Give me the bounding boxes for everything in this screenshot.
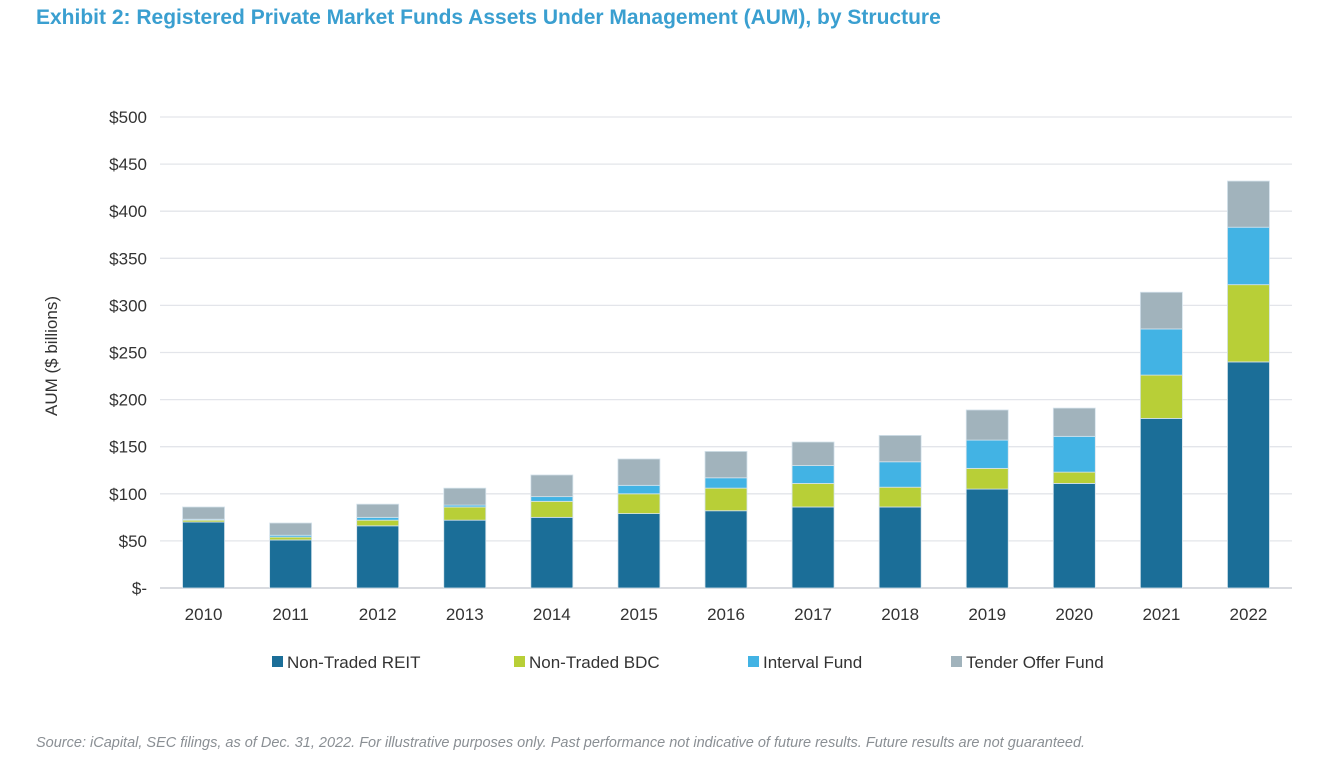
y-axis-ticks: $- $50 $100 $150 $200 $250 $300 $350 $400 $450 $50… bbox=[109, 108, 147, 598]
x-tick-label: 2012 bbox=[359, 605, 397, 624]
source-note: Source: iCapital, SEC filings, as of Dec… bbox=[36, 735, 1086, 751]
bar-segment-tender-offer-fund bbox=[1227, 180, 1270, 228]
x-tick-label: 2014 bbox=[533, 605, 571, 624]
y-tick-label: $250 bbox=[109, 344, 147, 363]
bar-segment-non-traded-bdc bbox=[530, 500, 574, 518]
x-tick-label: 2018 bbox=[881, 605, 919, 624]
y-tick-label: $50 bbox=[119, 532, 147, 551]
y-tick-label: $350 bbox=[109, 249, 147, 268]
bar-segment-interval-fund bbox=[1052, 435, 1096, 473]
bar-segment-non-traded-bdc bbox=[878, 486, 922, 508]
bar-segment-non-traded-reit bbox=[704, 510, 748, 589]
bar-segment-tender-offer-fund bbox=[1139, 291, 1183, 330]
bar-segment-tender-offer-fund bbox=[443, 487, 487, 506]
bar-segment-tender-offer-fund bbox=[878, 434, 922, 463]
bar-segment-tender-offer-fund bbox=[530, 474, 574, 498]
bar-segment-non-traded-reit bbox=[1052, 483, 1096, 589]
bar-segment-interval-fund bbox=[617, 484, 661, 495]
bar-segment-interval-fund bbox=[791, 465, 835, 484]
legend-swatch bbox=[272, 656, 283, 667]
x-tick-label: 2010 bbox=[185, 605, 223, 624]
bar-segment-non-traded-reit bbox=[356, 525, 400, 589]
legend-label: Interval Fund bbox=[763, 653, 862, 672]
bar-segment-non-traded-bdc bbox=[1139, 374, 1183, 419]
legend-label: Tender Offer Fund bbox=[966, 653, 1104, 672]
x-tick-label: 2016 bbox=[707, 605, 745, 624]
legend-swatch bbox=[748, 656, 759, 667]
bar-segment-non-traded-bdc bbox=[791, 483, 835, 508]
y-axis-label: AUM ($ billions) bbox=[42, 296, 61, 416]
bar-segment-tender-offer-fund bbox=[269, 522, 313, 536]
bar-segment-non-traded-bdc bbox=[617, 493, 661, 514]
bar-segment-non-traded-reit bbox=[878, 506, 922, 589]
legend-label: Non-Traded BDC bbox=[529, 653, 660, 672]
y-tick-label: $100 bbox=[109, 485, 147, 504]
y-tick-label: $400 bbox=[109, 202, 147, 221]
y-tick-label: $500 bbox=[109, 108, 147, 127]
bar-segment-tender-offer-fund bbox=[704, 451, 748, 479]
bar-segment-interval-fund bbox=[878, 461, 922, 488]
bar-segment-non-traded-reit bbox=[617, 513, 661, 589]
bar-segment-tender-offer-fund bbox=[617, 458, 661, 486]
bar-segment-non-traded-reit bbox=[269, 539, 313, 589]
bar-segment-tender-offer-fund bbox=[182, 506, 225, 520]
legend-label: Non-Traded REIT bbox=[287, 653, 421, 672]
bar-segment-non-traded-bdc bbox=[965, 467, 1009, 490]
bar-segment-non-traded-reit bbox=[443, 519, 487, 589]
x-tick-label: 2022 bbox=[1230, 605, 1268, 624]
bar-segment-interval-fund bbox=[1139, 328, 1183, 376]
legend-swatch bbox=[951, 656, 962, 667]
legend: Non-Traded REIT Non-Traded BDC Interval Fu… bbox=[272, 653, 1104, 672]
y-tick-label: $150 bbox=[109, 438, 147, 457]
y-tick-label: $200 bbox=[109, 391, 147, 410]
y-tick-label: $300 bbox=[109, 296, 147, 315]
bar-segment-non-traded-bdc bbox=[1227, 284, 1270, 363]
x-tick-label: 2019 bbox=[968, 605, 1006, 624]
bar-segment-non-traded-reit bbox=[791, 506, 835, 589]
x-tick-label: 2021 bbox=[1142, 605, 1180, 624]
bar-segment-interval-fund bbox=[704, 477, 748, 489]
bar-segment-interval-fund bbox=[530, 496, 574, 502]
x-axis-ticks: 2010 2011 2012 2013 2014 2015 2016 2017 2018 2019… bbox=[185, 605, 1268, 624]
legend-swatch bbox=[514, 656, 525, 667]
bar-segment-non-traded-reit bbox=[965, 488, 1009, 589]
bar-segment-non-traded-reit bbox=[530, 516, 574, 589]
bar-segment-non-traded-bdc bbox=[356, 519, 400, 527]
x-tick-label: 2017 bbox=[794, 605, 832, 624]
bar-segment-interval-fund bbox=[356, 516, 400, 521]
bar-segment-interval-fund bbox=[965, 439, 1009, 469]
y-tick-label: $450 bbox=[109, 155, 147, 174]
bar-segment-non-traded-reit bbox=[1227, 361, 1270, 589]
bar-segment-non-traded-bdc bbox=[704, 487, 748, 512]
bars bbox=[182, 180, 1270, 589]
bar-segment-tender-offer-fund bbox=[356, 503, 400, 518]
x-tick-label: 2013 bbox=[446, 605, 484, 624]
bar-segment-tender-offer-fund bbox=[1052, 407, 1096, 437]
bar-segment-non-traded-reit bbox=[1139, 418, 1183, 589]
bar-segment-non-traded-bdc bbox=[269, 536, 313, 541]
chart-title: Exhibit 2: Registered Private Market Fun… bbox=[36, 6, 941, 29]
x-tick-label: 2020 bbox=[1055, 605, 1093, 624]
bar-segment-tender-offer-fund bbox=[791, 441, 835, 466]
bar-segment-interval-fund bbox=[1227, 226, 1270, 286]
bar-segment-non-traded-reit bbox=[182, 521, 225, 589]
bar-segment-non-traded-bdc bbox=[443, 506, 487, 521]
x-tick-label: 2015 bbox=[620, 605, 658, 624]
y-tick-label: $- bbox=[132, 579, 147, 598]
x-tick-label: 2011 bbox=[272, 605, 309, 624]
bar-segment-non-traded-bdc bbox=[1052, 471, 1096, 484]
bar-segment-tender-offer-fund bbox=[965, 409, 1009, 441]
